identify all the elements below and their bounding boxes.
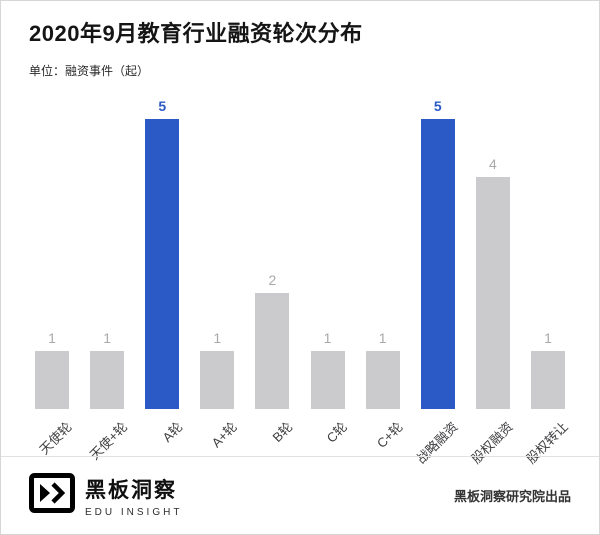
bar xyxy=(35,351,69,409)
bar-column: 1 天使+轮 xyxy=(80,97,134,463)
bar xyxy=(420,119,455,409)
page-title: 2020年9月教育行业融资轮次分布 xyxy=(29,21,363,46)
bar-chart: 1 天使轮 1 天使+轮 5 A轮 1 A+轮 2 B轮 1 C轮 1 C+轮 5 战略融资 4 股权融资 1 股权转… xyxy=(25,97,575,467)
bar-column: 5 A轮 xyxy=(135,97,189,461)
bar-column: 1 C轮 xyxy=(301,97,355,461)
bar-column: 1 股权转让 xyxy=(521,97,575,467)
x-axis-label: A+轮 xyxy=(208,419,241,451)
bar xyxy=(90,351,125,409)
bar-column: 1 天使轮 xyxy=(25,97,79,461)
bar-value-label: 1 xyxy=(213,330,222,346)
bar xyxy=(365,351,400,409)
bar-column: 4 股权融资 xyxy=(466,97,520,467)
brand-name: 黑板洞察 xyxy=(85,478,177,502)
header: 2020年9月教育行业融资轮次分布 单位：融资事件（起） xyxy=(1,1,599,79)
bar-value-label: 1 xyxy=(103,330,111,346)
unit-label: 单位：融资事件（起） xyxy=(29,64,150,79)
x-axis-label: A轮 xyxy=(159,419,185,446)
bar xyxy=(200,351,235,409)
bar-column: 1 A+轮 xyxy=(190,97,244,461)
credit-text: 黑板洞察研究院出品 xyxy=(453,489,571,504)
bar-value-label: 5 xyxy=(433,98,442,114)
footer: 黑板洞察 EDU INSIGHT 黑板洞察研究院出品 xyxy=(1,456,599,534)
bar-value-label: 2 xyxy=(268,272,277,288)
bar-value-label: 1 xyxy=(378,330,387,346)
bar xyxy=(145,119,180,409)
bar-column: 1 C+轮 xyxy=(356,97,410,461)
bar xyxy=(530,351,565,409)
x-axis-label: B轮 xyxy=(269,419,296,446)
blackboard-logo-icon xyxy=(29,473,75,518)
bar-value-label: 1 xyxy=(48,330,56,346)
bar-value-label: 5 xyxy=(158,98,167,114)
x-axis-label: C轮 xyxy=(323,419,351,446)
bar-value-label: 1 xyxy=(323,330,332,346)
bar-value-label: 4 xyxy=(488,156,497,172)
bar-column: 5 战略融资 xyxy=(411,97,465,467)
brand-subtitle: EDU INSIGHT xyxy=(85,506,183,518)
x-axis-label: C+轮 xyxy=(373,419,406,451)
bar xyxy=(255,293,290,409)
bar-column: 2 B轮 xyxy=(245,97,299,461)
x-axis-label: 天使轮 xyxy=(36,419,75,458)
bar xyxy=(310,351,345,409)
bar-value-label: 1 xyxy=(544,330,552,346)
brand-text: 黑板洞察 EDU INSIGHT xyxy=(85,474,182,518)
bar xyxy=(475,177,510,409)
brand-block: 黑板洞察 EDU INSIGHT xyxy=(29,473,182,518)
